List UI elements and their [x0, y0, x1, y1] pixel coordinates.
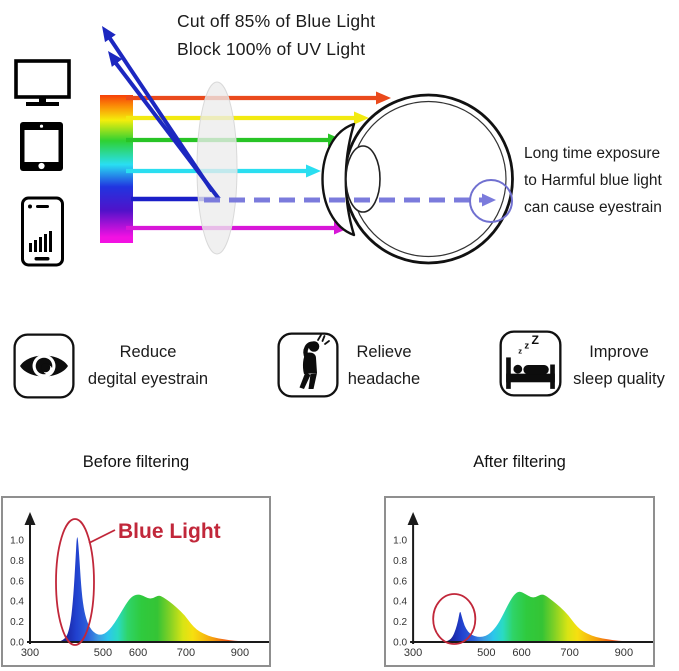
caption-line1: Long time exposure [524, 145, 661, 162]
benefit-2-line2: headache [347, 370, 421, 388]
svg-text:z: z [518, 346, 522, 355]
headline-line2: Block 100% of UV Light [177, 39, 366, 59]
svg-text:z: z [524, 340, 529, 351]
smartphone-icon [21, 196, 64, 267]
magenta-ray [126, 221, 349, 235]
svg-text:700: 700 [177, 647, 195, 659]
svg-text:0.4: 0.4 [10, 597, 24, 608]
after-filtering-chart: 0.0 0.2 0.4 0.6 0.8 1.0 300 500 600 700 900 [393, 512, 653, 659]
eye-diagram [321, 93, 514, 265]
svg-text:1.0: 1.0 [393, 536, 407, 547]
svg-text:0.0: 0.0 [10, 638, 24, 649]
svg-text:300: 300 [21, 647, 39, 659]
filter-lens [196, 81, 238, 255]
headache-person-icon [299, 334, 330, 389]
relieve-headache-icon [277, 332, 339, 398]
tablet-icon [20, 122, 63, 171]
caption-line2: to Harmful blue light [524, 172, 662, 189]
sleep-bed-icon: z z Z [506, 333, 555, 389]
svg-text:900: 900 [615, 647, 633, 659]
light-path-diagram [14, 26, 514, 267]
svg-text:300: 300 [404, 647, 422, 659]
svg-text:0.4: 0.4 [393, 597, 407, 608]
benefit-relieve-headache: Relieve headache [341, 339, 427, 393]
transmitted-blue-dashed-ray [204, 193, 496, 207]
svg-text:500: 500 [477, 647, 495, 659]
red-ray [126, 91, 391, 105]
headline: Cut off 85% of Blue Light Block 100% of … [177, 7, 375, 63]
svg-text:1.0: 1.0 [10, 536, 24, 547]
cornea [321, 122, 356, 237]
svg-text:0.8: 0.8 [393, 556, 407, 567]
svg-text:0.2: 0.2 [393, 617, 407, 628]
caption-line3: can cause eyestrain [524, 199, 662, 216]
svg-text:0.6: 0.6 [10, 576, 24, 587]
benefit-3-line1: Improve [589, 343, 649, 361]
reflected-blue-rays [102, 26, 221, 201]
benefit-reduce-eyestrain: Reduce degital eyestrain [84, 339, 212, 393]
svg-text:500: 500 [94, 647, 112, 659]
svg-text:Z: Z [532, 333, 540, 347]
benefit-1-line2: degital eyestrain [87, 370, 209, 388]
reduce-eyestrain-icon [13, 333, 75, 399]
svg-text:600: 600 [129, 647, 147, 659]
svg-text:600: 600 [512, 647, 530, 659]
retina-highlight-circle [469, 179, 513, 223]
eye-lens [345, 145, 381, 213]
before-chart-title: Before filtering [82, 453, 190, 471]
eyestrain-caption: Long time exposure to Harmful blue light… [524, 140, 662, 221]
headline-line1: Cut off 85% of Blue Light [177, 11, 376, 31]
after-chart-panel: 0.0 0.2 0.4 0.6 0.8 1.0 300 500 600 700 900 [384, 496, 655, 667]
svg-text:0.8: 0.8 [10, 556, 24, 567]
svg-text:0.0: 0.0 [393, 638, 407, 649]
svg-text:0.2: 0.2 [10, 617, 24, 628]
svg-text:Blue Light: Blue Light [118, 520, 221, 543]
before-filtering-chart: 0.0 0.2 0.4 0.6 0.8 1.0 300 500 600 700 900 Blue Li… [10, 512, 269, 659]
benefit-improve-sleep: Improve sleep quality [567, 339, 671, 393]
eye-icon [20, 354, 68, 378]
svg-text:700: 700 [560, 647, 578, 659]
benefit-3-line2: sleep quality [573, 370, 665, 388]
svg-text:900: 900 [231, 647, 249, 659]
after-chart-title: After filtering [473, 453, 566, 471]
benefit-1-line1: Reduce [119, 343, 177, 361]
benefit-2-line1: Relieve [356, 343, 412, 361]
monitor-icon [14, 59, 71, 106]
svg-text:0.6: 0.6 [393, 576, 407, 587]
before-chart-panel: 0.0 0.2 0.4 0.6 0.8 1.0 300 500 600 700 900 Blue Li… [1, 496, 271, 667]
improve-sleep-icon: z z Z [499, 330, 562, 397]
